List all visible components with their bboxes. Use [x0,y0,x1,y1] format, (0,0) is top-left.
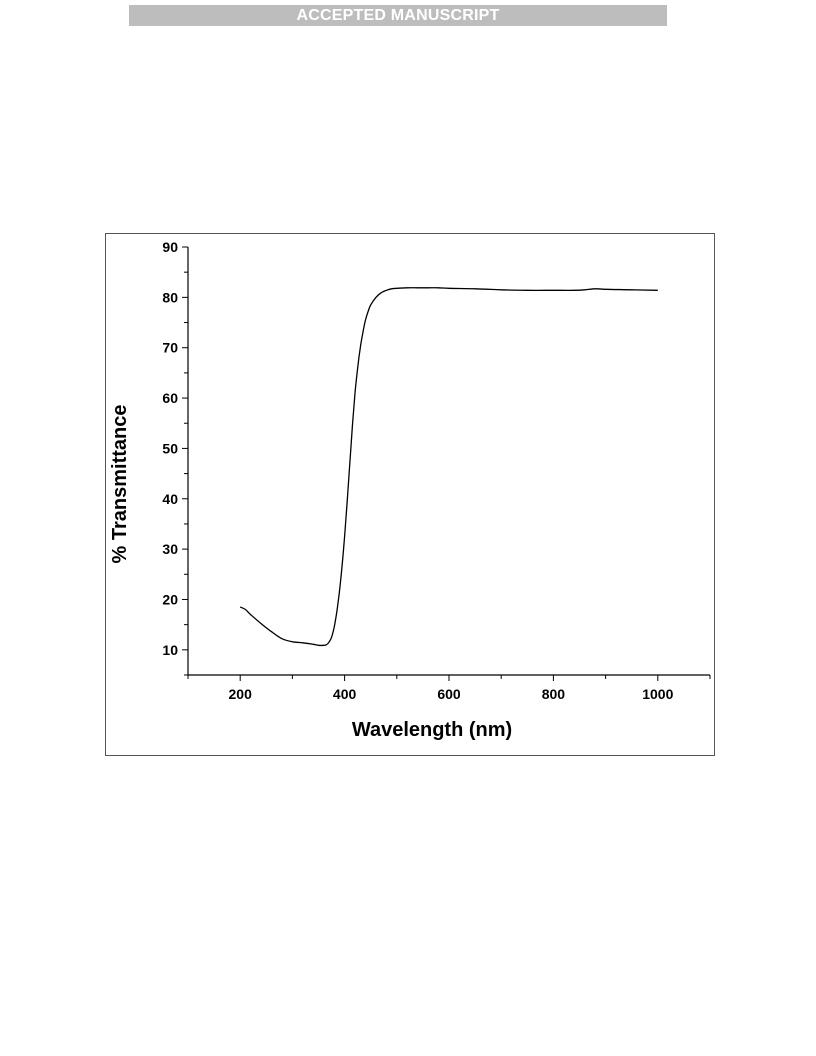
ticks [182,246,711,681]
x-tick-label-800: 800 [542,686,566,702]
x-tick-label-600: 600 [437,686,461,702]
x-tick-label-400: 400 [333,686,357,702]
y-tick-label-30: 30 [162,541,178,557]
x-axis-label: Wavelength (nm) [352,719,512,741]
y-tick-label-60: 60 [162,390,178,406]
y-tick-label-20: 20 [162,591,178,607]
axes [187,247,710,676]
y-tick-label-80: 80 [162,289,178,305]
y-tick-label-10: 10 [162,642,178,658]
y-tick-label-90: 90 [162,239,178,255]
y-tick-label-70: 70 [162,340,178,356]
y-tick-label-50: 50 [162,440,178,456]
tick-labels: 200 400 600 800 1000 10 20 30 40 50 60 70 80 90 [162,239,673,702]
transmittance-chart: 200 400 600 800 1000 10 20 30 40 50 60 70 80 90 Wavel… [109,239,711,741]
x-tick-label-1000: 1000 [642,686,673,702]
y-tick-label-40: 40 [162,491,178,507]
figure-frame: 200 400 600 800 1000 10 20 30 40 50 60 70 80 90 Wavel… [105,233,715,756]
y-axis-label: % Transmittance [109,405,131,564]
accepted-manuscript-banner: ACCEPTED MANUSCRIPT [129,5,667,26]
x-tick-label-200: 200 [229,686,253,702]
transmittance-curve [239,287,658,647]
